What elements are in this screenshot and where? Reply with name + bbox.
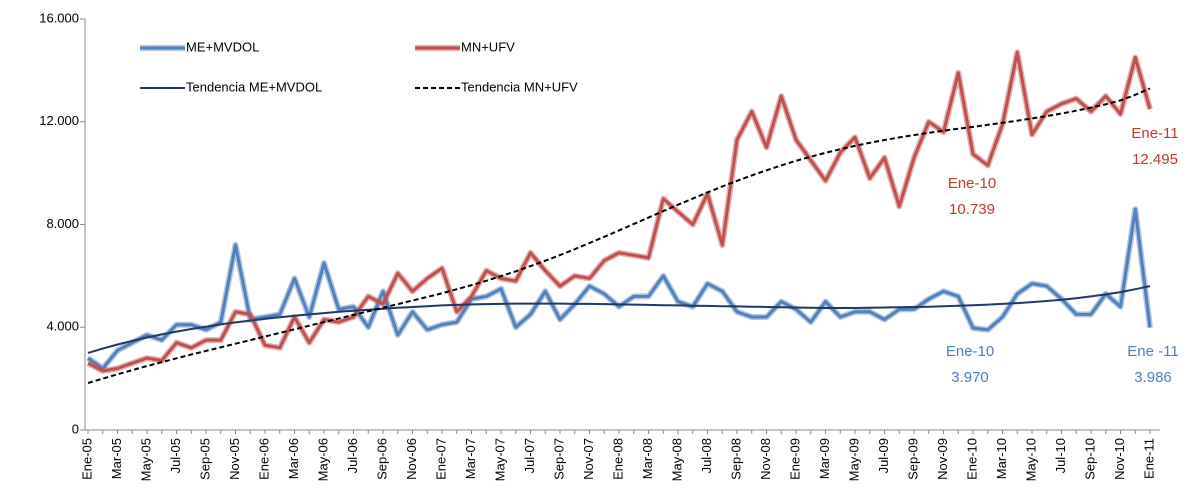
x-tick-label: May-07 [492, 438, 507, 481]
x-tick-label: Ene-09 [787, 438, 802, 480]
x-tick-label: Ene-10 [964, 438, 979, 480]
annotation: 3.970 [951, 369, 989, 386]
x-tick-label: Mar-08 [640, 438, 655, 479]
y-tick-label: 8.000 [46, 216, 79, 231]
annotation: Ene -11 [1127, 343, 1178, 360]
series-line [87, 87, 1151, 384]
x-tick-label: Nov-09 [935, 438, 950, 480]
legend-label: Tendencia MN+UFV [461, 79, 578, 94]
y-tick-label: 0 [72, 421, 79, 436]
legend-label: MN+UFV [461, 39, 515, 54]
x-tick-label: Sep-10 [1082, 438, 1097, 480]
x-tick-label: Nov-10 [1112, 438, 1127, 480]
annotation: Ene-10 [948, 175, 996, 192]
legend-label: ME+MVDOL [186, 39, 259, 54]
x-tick-label: May-10 [1023, 438, 1038, 481]
x-tick-label: May-05 [138, 438, 153, 481]
x-tick-label: Sep-09 [905, 438, 920, 480]
x-tick-label: Ene-11 [1141, 438, 1156, 479]
x-tick-label: Nov-06 [404, 438, 419, 480]
x-tick-label: Jul-09 [876, 438, 891, 473]
x-tick-label: Mar-06 [286, 438, 301, 479]
x-tick-label: Mar-10 [994, 438, 1009, 479]
x-tick-label: Sep-06 [374, 438, 389, 480]
x-tick-label: Ene-08 [610, 438, 625, 480]
y-tick-label: 16.000 [39, 10, 79, 25]
annotation: 12.495 [1132, 151, 1178, 168]
x-tick-label: Sep-07 [551, 438, 566, 480]
x-tick-label: Jul-10 [1053, 438, 1068, 473]
x-tick-label: Jul-08 [699, 438, 714, 473]
x-tick-label: Nov-07 [581, 438, 596, 480]
x-tick-label: Nov-08 [758, 438, 773, 480]
x-tick-label: Ene-05 [79, 438, 94, 480]
x-tick-label: Nov-05 [227, 438, 242, 480]
x-tick-label: Mar-05 [109, 438, 124, 479]
annotation: Ene-10 [946, 343, 994, 360]
annotation: 3.986 [1134, 369, 1172, 386]
series-line [87, 50, 1152, 373]
series-line [87, 207, 1152, 370]
x-tick-label: Mar-07 [463, 438, 478, 479]
x-tick-label: May-08 [669, 438, 684, 481]
annotation: 10.739 [949, 201, 995, 218]
y-tick-label: 12.000 [39, 113, 79, 128]
x-tick-label: Jul-06 [345, 438, 360, 473]
series-line [87, 285, 1151, 354]
x-tick-label: Jul-05 [168, 438, 183, 473]
x-tick-label: Sep-05 [197, 438, 212, 480]
legend-label: Tendencia ME+MVDOL [186, 79, 322, 94]
y-tick-label: 4.000 [46, 319, 79, 334]
x-tick-label: Sep-08 [728, 438, 743, 480]
annotation: Ene-11 [1131, 125, 1178, 142]
x-tick-label: Ene-06 [256, 438, 271, 480]
x-tick-label: May-09 [846, 438, 861, 481]
x-tick-label: May-06 [315, 438, 330, 481]
x-tick-label: Ene-07 [433, 438, 448, 480]
x-tick-label: Jul-07 [522, 438, 537, 473]
x-tick-label: Mar-09 [817, 438, 832, 479]
